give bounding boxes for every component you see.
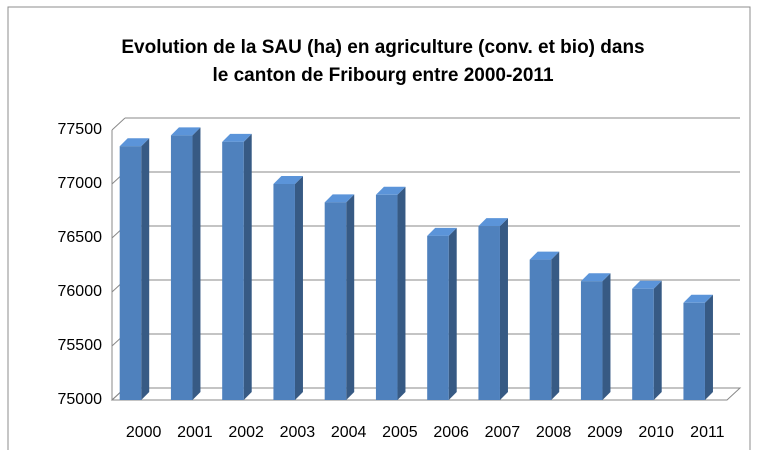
bar-top [529,251,560,260]
x-tick-label: 2005 [382,424,418,441]
bar-front [170,135,193,400]
bar-side [704,294,713,400]
bar [375,186,406,400]
bar [632,280,662,400]
bar-top [273,176,303,184]
bar-front [119,146,142,400]
bar-side [448,227,457,400]
y-tick-label: 75000 [58,391,103,408]
bar [427,227,457,400]
grid-line [111,117,126,131]
bar-front [632,288,654,400]
x-tick-label: 2004 [331,424,367,441]
bar-front [324,202,347,400]
bar-top [478,218,508,227]
x-tick-label: 2002 [228,424,264,441]
bar-side [141,138,150,400]
bar-top [119,138,150,147]
bar-side [397,186,406,400]
bar [119,138,150,400]
bar-top [632,280,662,289]
chart-title: le canton de Fribourg entre 2000-2011 [212,65,553,86]
bar-side [551,251,560,400]
bar-front [222,141,244,400]
x-tick-label: 2006 [433,424,469,441]
x-tick-label: 2008 [536,424,572,441]
bar-front [529,259,552,400]
bar [529,251,560,400]
x-tick-label: 2010 [638,424,674,441]
y-tick-label: 76000 [58,283,103,300]
y-tick-label: 76500 [58,229,103,246]
y-tick-label: 77500 [58,121,103,138]
bar-top [427,227,457,236]
bar-top [683,294,713,303]
chart-title: Evolution de la SAU (ha) en agriculture … [121,37,644,58]
bar [580,273,611,400]
bar [170,127,201,401]
bar [222,133,252,400]
bar-front [683,302,705,400]
bar-top [324,194,355,203]
bar-side [243,133,252,400]
bar [683,294,713,400]
bar-side [294,176,303,400]
bar-front [273,184,295,400]
y-tick-label: 77000 [58,175,103,192]
bar-top [580,273,611,282]
bar-side [653,280,662,400]
bar-top [170,127,201,136]
bar [324,194,355,400]
x-tick-label: 2007 [485,424,521,441]
x-tick-label: 2009 [587,424,623,441]
bar-top [222,133,252,142]
y-tick-label: 75500 [58,337,103,354]
x-tick-label: 2001 [177,424,213,441]
x-tick-label: 2000 [126,424,162,441]
bar-side [192,127,201,401]
bar-side [346,194,355,400]
bar-front [375,194,398,400]
x-tick-label: 2011 [690,424,725,441]
bar-front [427,235,449,400]
bar-front [580,281,603,400]
bar [478,218,508,400]
bar-top [375,186,406,195]
bar [273,176,303,400]
bar-front [478,226,500,400]
x-tick-label: 2003 [280,424,316,441]
bar-side [602,273,611,400]
bar-side [499,218,508,400]
